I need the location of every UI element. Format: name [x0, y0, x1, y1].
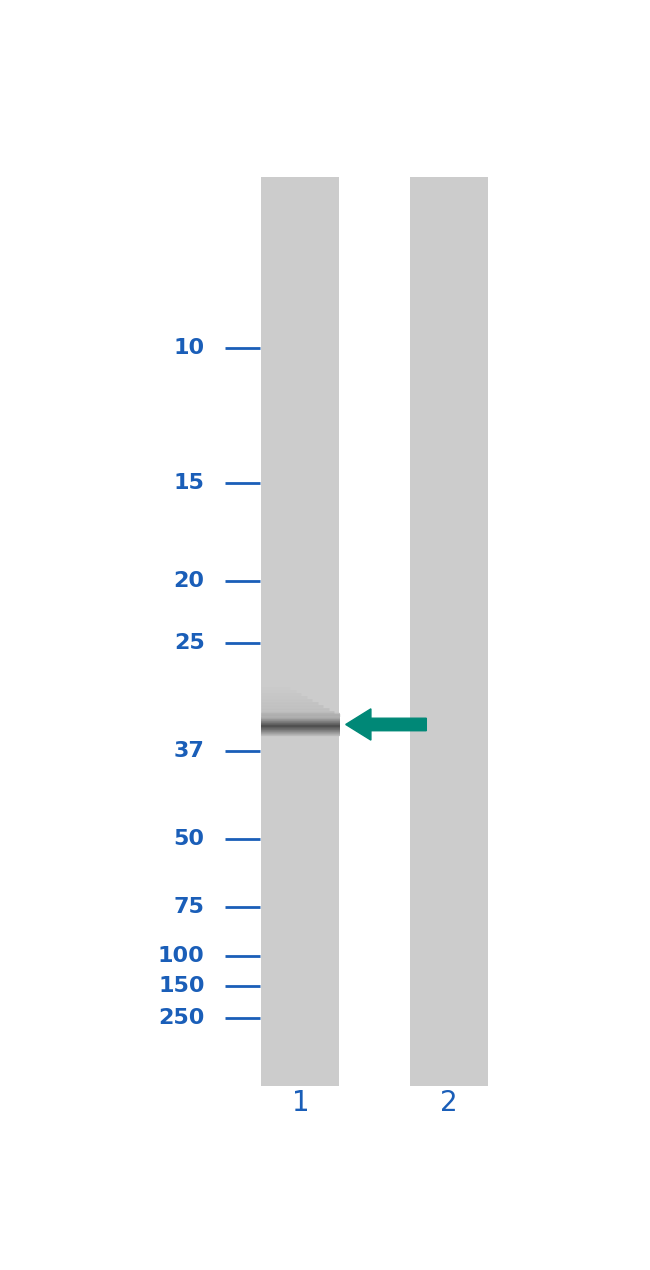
Text: 100: 100: [158, 946, 205, 966]
Text: 250: 250: [159, 1008, 205, 1027]
Text: 50: 50: [174, 829, 205, 848]
Text: 25: 25: [174, 634, 205, 653]
Text: 20: 20: [174, 570, 205, 591]
Text: 150: 150: [158, 975, 205, 996]
Text: 2: 2: [440, 1088, 458, 1116]
Text: 1: 1: [292, 1088, 309, 1116]
Text: 15: 15: [174, 472, 205, 493]
Text: 75: 75: [174, 898, 205, 917]
Bar: [261, 177, 339, 1086]
Text: 37: 37: [174, 740, 205, 761]
Text: 10: 10: [174, 338, 205, 358]
Bar: [410, 177, 488, 1086]
FancyArrow shape: [346, 709, 426, 740]
